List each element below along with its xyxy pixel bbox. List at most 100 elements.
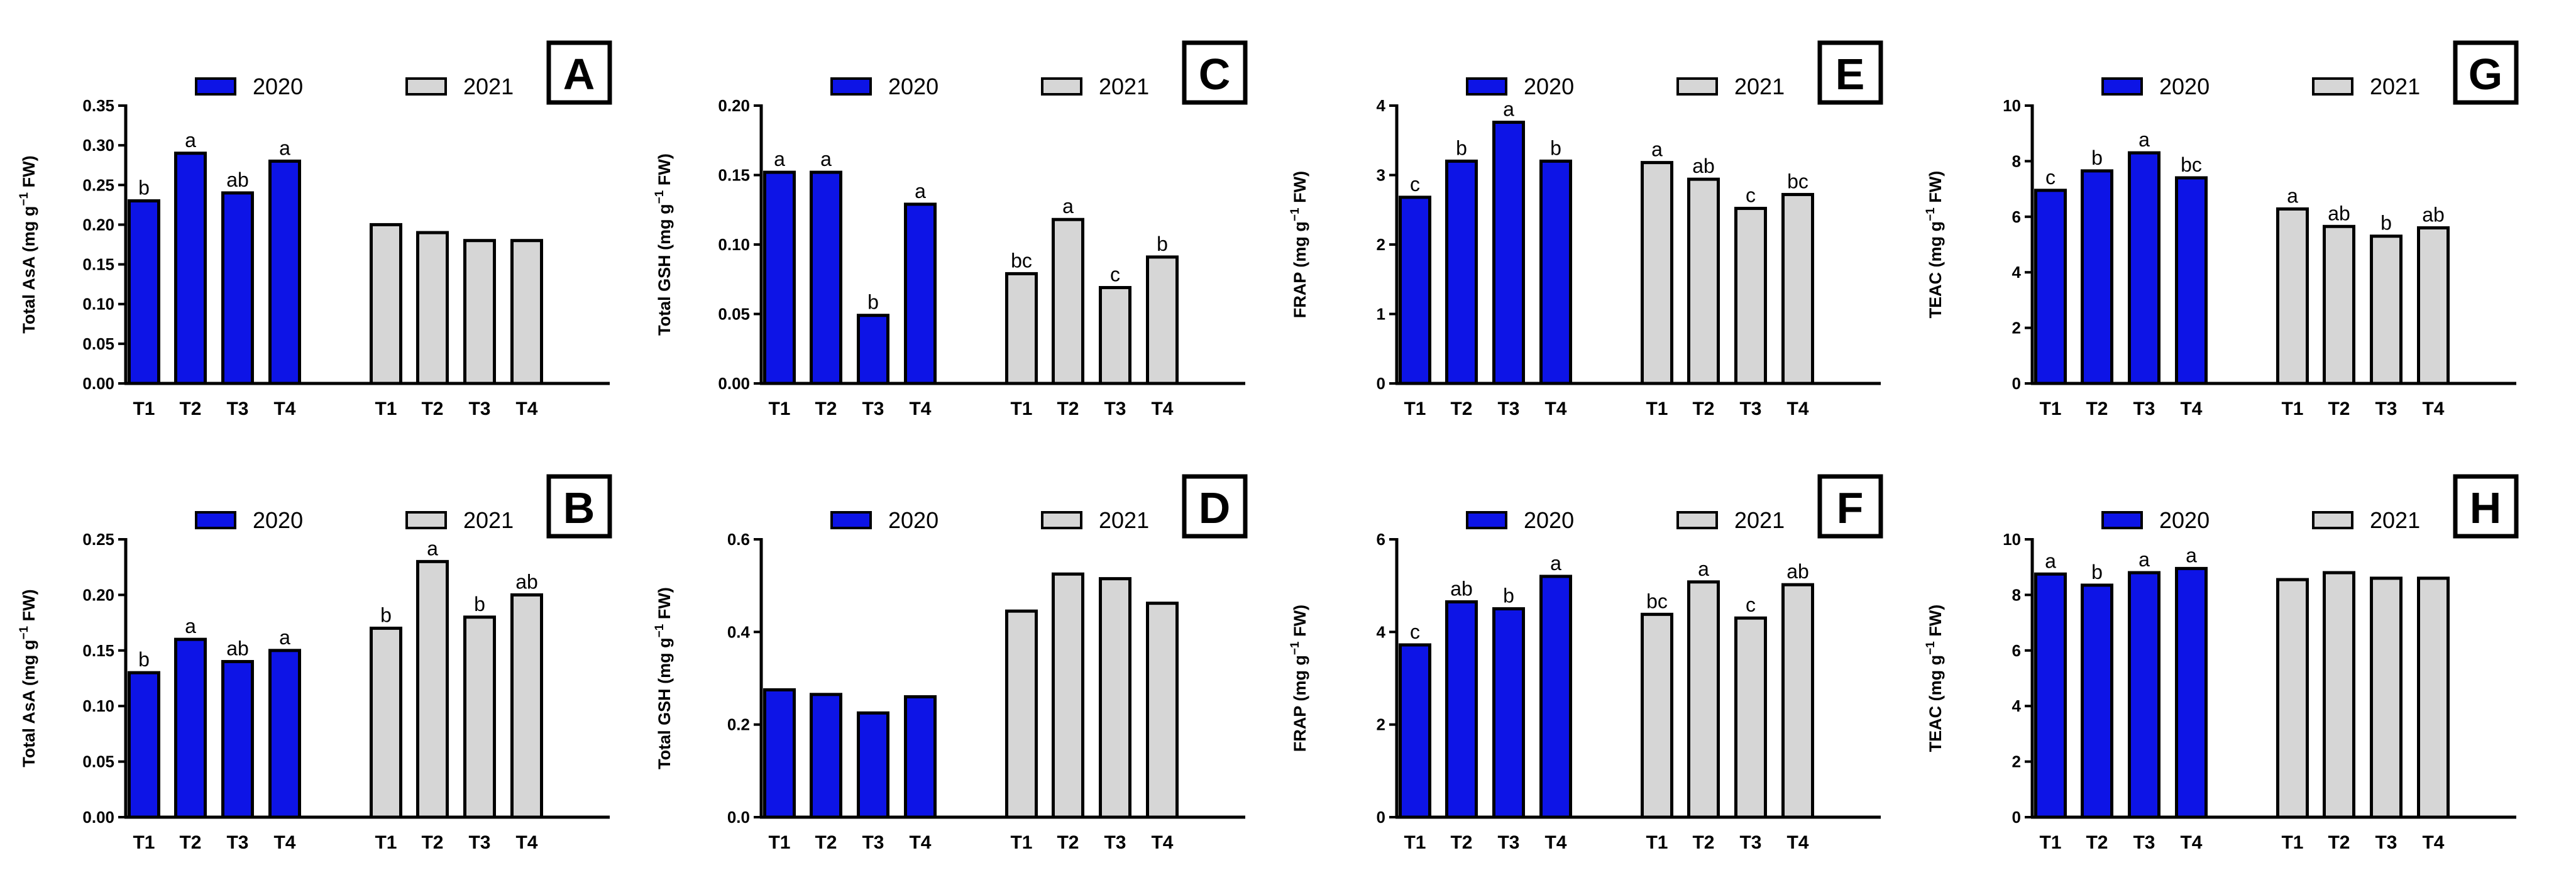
x-category-label: T1 [1646,399,1668,419]
bar-2020-t2 [1445,159,1478,385]
bar-2020-t4 [1539,575,1572,819]
bar-2021-t3 [1099,286,1131,385]
bar-2021-t4 [2417,576,2450,819]
bar-2021-t1 [1641,161,1673,385]
y-tick-label: 4 [1377,96,1386,115]
legend-label-2020: 2020 [888,507,938,533]
bar-2020-t1 [128,199,160,385]
significance-letter: a [1698,558,1709,580]
panel-letter: F [1837,483,1864,532]
x-category-label: T3 [1739,832,1761,853]
y-tick-label: 0.00 [718,374,750,393]
y-tick-label: 0 [2012,374,2021,393]
bar-2021-t1 [370,223,402,385]
significance-letter: b [2091,146,2103,169]
significance-letter: b [1503,585,1514,607]
legend-swatch-2021 [1041,511,1082,529]
x-category-label: T1 [1010,832,1032,853]
y-tick-label: 0.05 [718,305,750,324]
bar-2020-t2 [174,637,207,819]
y-tick-label: 0.10 [82,295,114,314]
x-category-label: T1 [375,832,397,853]
x-category-label: T4 [515,399,537,419]
panel-letter: C [1199,50,1231,99]
bar-2021-t3 [463,239,496,385]
bar-2021-t2 [1052,572,1084,819]
chart-panel-h: 0 2 4 6 8 10 TEAC (mg g−1 FW) a T1 b T2 a T3 a T4 2020 T… [1924,474,2519,853]
y-tick-label: 0.2 [727,715,750,734]
y-tick-label: 0.30 [82,136,114,155]
x-category-label: T1 [1404,399,1426,419]
panel-letter: H [2470,483,2502,532]
legend-swatch-2020 [195,77,236,96]
legend-swatch-2020 [1466,511,1507,529]
y-tick-label: 2 [2012,752,2021,771]
legend-label-2020: 2020 [2159,507,2210,533]
bar-2021-t2 [416,231,449,385]
bar-2020-t3 [857,711,889,819]
significance-letter: ab [1786,560,1809,583]
legend-swatch-2021 [1676,77,1718,96]
y-tick-label: 10 [2003,96,2021,115]
bar-2020-t3 [1492,121,1525,385]
significance-letter: a [915,180,926,202]
x-category-label: T4 [1544,832,1566,853]
legend-label-2021: 2021 [1734,507,1785,533]
x-category-label: T3 [226,832,248,853]
x-category-label: T1 [2039,832,2061,853]
x-category-label: T2 [1450,399,1472,419]
bar-2021-t3 [1099,577,1131,819]
significance-letter: a [2186,544,2197,566]
x-category-label: T4 [1786,399,1808,419]
y-tick-label: 2 [1377,715,1385,734]
x-category-label: T4 [515,832,537,853]
significance-letter: bc [1646,590,1668,612]
y-tick-label: 0.4 [727,622,751,641]
significance-letter: a [185,615,196,637]
significance-letter: b [1157,233,1168,255]
y-tick-label: 8 [2012,585,2021,604]
bar-2020-t4 [2175,566,2208,819]
x-category-label: T1 [375,399,397,419]
x-category-label: T1 [133,832,155,853]
legend-label-2021: 2021 [2370,507,2420,533]
panel-letter-box [2453,40,2519,105]
legend-label-2021: 2021 [463,74,514,99]
x-category-label: T4 [1544,399,1566,419]
bar-2020-t1 [1399,195,1431,385]
y-tick-label: 8 [2012,151,2021,170]
significance-letter: bc [2181,153,2202,176]
significance-letter: c [1746,593,1756,616]
x-category-label: T4 [1786,832,1808,853]
x-category-label: T2 [179,832,201,853]
y-axis-label: TEAC (mg g−1 FW) [1924,171,1945,319]
bar-2020-t3 [1492,607,1525,819]
significance-letter: ab [1692,155,1715,177]
x-category-label: T1 [1010,399,1032,419]
y-tick-label: 0.05 [82,752,114,771]
x-category-label: T1 [768,399,790,419]
x-category-label: T4 [2180,832,2202,853]
x-category-label: T2 [1692,399,1714,419]
panel-letter-box [1817,40,1883,105]
bar-2020-t3 [2128,571,2160,819]
y-tick-label: 0.10 [82,696,114,715]
bar-2021-t4 [1781,192,1814,385]
x-category-label: T2 [2328,399,2350,419]
bar-2021-t1 [2276,578,2309,819]
x-category-label: T2 [2086,399,2108,419]
bar-2021-t3 [1734,207,1767,385]
bar-2021-t2 [416,559,449,819]
significance-letter: a [427,537,438,559]
y-tick-label: 3 [1377,166,1385,185]
y-tick-label: 0.05 [82,334,114,353]
x-category-label: T2 [421,399,443,419]
bar-2021-t2 [1687,177,1720,385]
x-category-label: T3 [1497,399,1519,419]
x-category-label: T4 [1151,399,1173,419]
significance-letter: a [2138,128,2150,151]
significance-letter: b [1456,136,1467,159]
legend-swatch-2020 [1466,77,1507,96]
panel-letter: D [1199,483,1231,532]
bar-2020-t2 [2081,583,2113,819]
